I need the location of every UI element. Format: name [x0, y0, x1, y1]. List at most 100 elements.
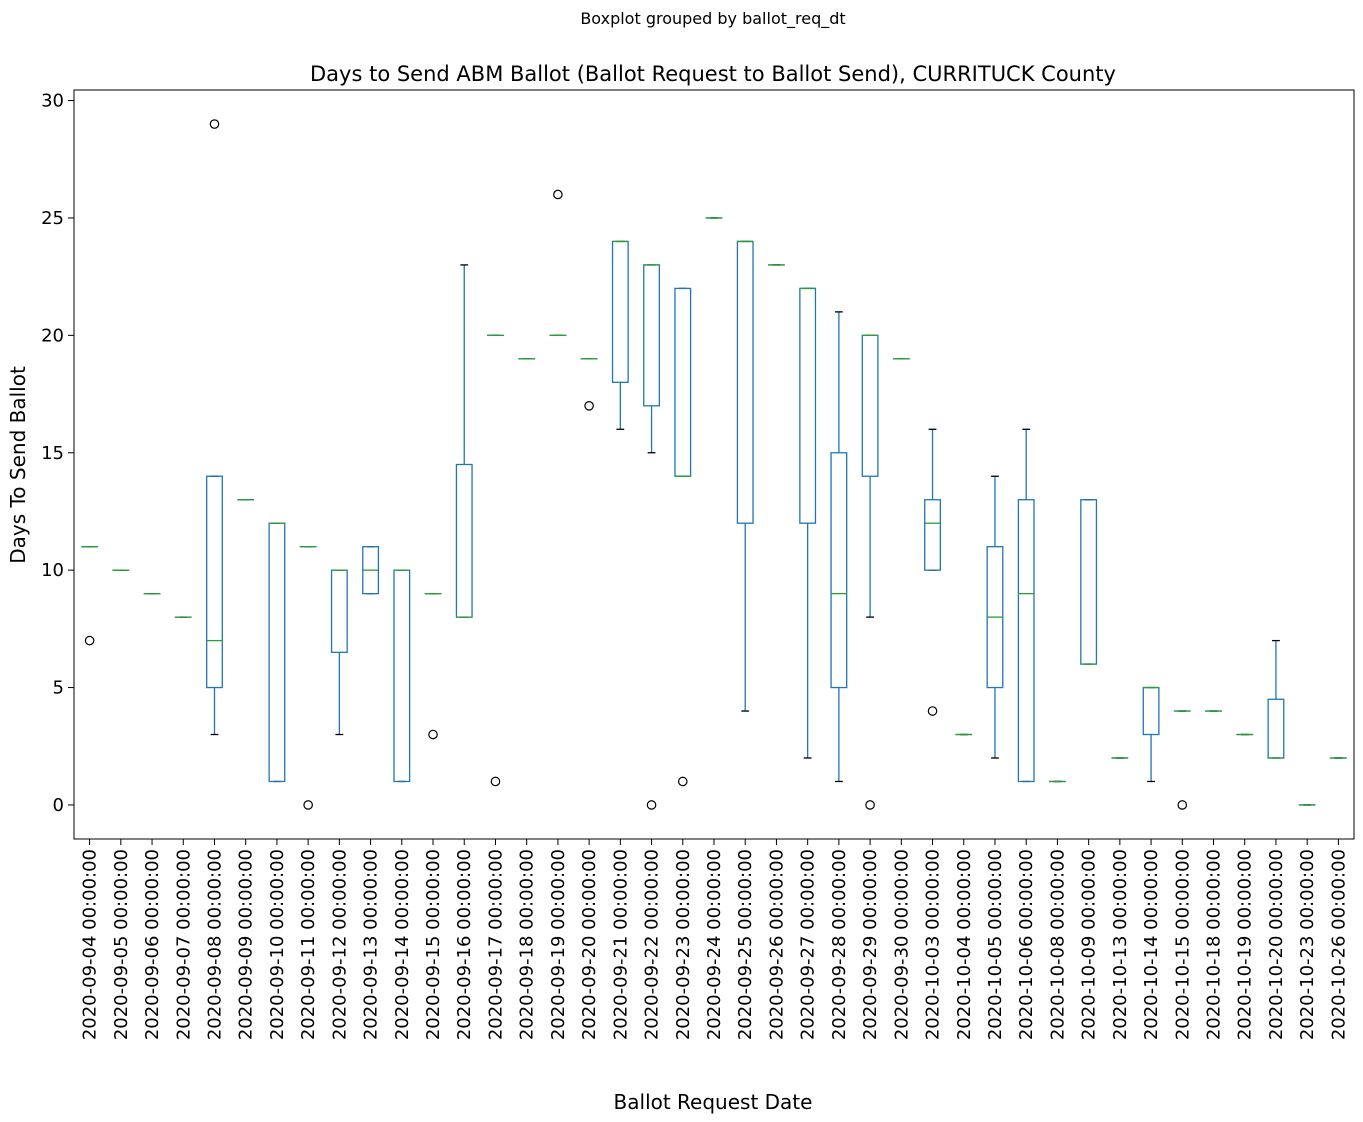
x-tick-label: 2020-10-19 00:00:00 — [1235, 849, 1256, 1040]
box — [268, 522, 286, 783]
y-tick-label: 30 — [41, 91, 64, 112]
box — [330, 569, 348, 653]
outlier-point — [927, 706, 938, 716]
x-tick-label: 2020-09-09 00:00:00 — [236, 849, 257, 1040]
x-tick-label: 2020-09-10 00:00:00 — [267, 849, 288, 1040]
outlier-point — [865, 800, 875, 810]
x-tick-label: 2020-09-30 00:00:00 — [891, 849, 912, 1040]
outlier-point — [490, 776, 501, 787]
x-tick-label: 2020-10-08 00:00:00 — [1047, 849, 1068, 1040]
outlier-point — [1177, 800, 1188, 810]
x-tick-label: 2020-09-04 00:00:00 — [80, 849, 101, 1040]
x-tick-label: 2020-10-23 00:00:00 — [1297, 849, 1318, 1040]
box — [799, 287, 817, 524]
x-tick-label: 2020-09-05 00:00:00 — [111, 849, 132, 1040]
box — [611, 240, 629, 383]
box-group-32 — [1080, 499, 1098, 665]
box-group-29 — [986, 475, 1004, 759]
chart-suptitle: Boxplot grouped by ballot_req_dt — [580, 9, 845, 29]
box — [1017, 499, 1035, 783]
box-group-12 — [455, 264, 473, 618]
x-tick-label: 2020-10-04 00:00:00 — [954, 849, 975, 1040]
x-tick-label: 2020-09-26 00:00:00 — [766, 849, 787, 1040]
x-tick-label: 2020-09-14 00:00:00 — [392, 849, 413, 1040]
box — [924, 499, 941, 571]
box-group-9 — [362, 546, 380, 595]
box-group-7 — [299, 546, 317, 810]
y-tick-label: 0 — [53, 795, 64, 816]
box-group-18 — [643, 264, 661, 810]
x-tick-label: 2020-10-06 00:00:00 — [1016, 849, 1037, 1040]
box-group-13 — [487, 334, 504, 787]
x-tick-label: 2020-09-29 00:00:00 — [860, 849, 881, 1040]
box — [206, 475, 223, 689]
box-group-4 — [206, 119, 223, 736]
x-tick-label: 2020-10-13 00:00:00 — [1110, 849, 1131, 1040]
box-group-11 — [424, 592, 442, 740]
outlier-point — [303, 800, 313, 810]
box — [861, 334, 879, 477]
x-tick-label: 2020-09-17 00:00:00 — [485, 849, 506, 1040]
x-tick-label: 2020-09-15 00:00:00 — [423, 849, 444, 1040]
x-tick-label: 2020-09-19 00:00:00 — [548, 849, 569, 1040]
x-tick-label: 2020-10-03 00:00:00 — [923, 849, 944, 1040]
box — [393, 569, 411, 783]
x-tick-label: 2020-10-20 00:00:00 — [1266, 849, 1287, 1040]
x-tick-label: 2020-10-18 00:00:00 — [1204, 849, 1225, 1040]
box-group-0 — [81, 546, 99, 646]
box-group-38 — [1267, 639, 1285, 759]
x-tick-label: 2020-09-25 00:00:00 — [735, 849, 756, 1040]
x-tick-label: 2020-09-13 00:00:00 — [361, 849, 382, 1040]
box — [674, 287, 692, 477]
box-group-15 — [549, 189, 567, 337]
x-tick-label: 2020-10-09 00:00:00 — [1079, 849, 1100, 1040]
y-tick-label: 15 — [41, 443, 64, 464]
box-group-16 — [580, 358, 598, 411]
y-tick-label: 5 — [53, 678, 64, 699]
y-tick-label: 20 — [41, 325, 64, 346]
outlier-point — [584, 401, 594, 411]
box-group-24 — [830, 311, 848, 783]
outlier-point — [646, 800, 657, 810]
y-axis: 0 5 10 15 20 25 30 — [41, 91, 74, 816]
outlier-point — [84, 635, 95, 646]
box — [1080, 499, 1098, 665]
box-group-30 — [1017, 428, 1035, 783]
x-tick-label: 2020-09-23 00:00:00 — [673, 849, 694, 1040]
box-group-25 — [861, 334, 879, 810]
x-tick-label: 2020-10-14 00:00:00 — [1141, 849, 1162, 1040]
x-tick-label: 2020-09-20 00:00:00 — [579, 849, 600, 1040]
y-tick-label: 10 — [41, 560, 64, 581]
box — [1267, 698, 1285, 759]
box — [455, 463, 473, 618]
x-tick-label: 2020-10-15 00:00:00 — [1172, 849, 1193, 1040]
box-group-10 — [393, 569, 411, 783]
outlier-point — [428, 729, 438, 740]
box-group-35 — [1173, 710, 1191, 810]
y-axis-label: Days To Send Ballot — [6, 366, 30, 564]
box-group-34 — [1142, 686, 1160, 783]
box-group-6 — [268, 522, 286, 783]
x-tick-label: 2020-10-05 00:00:00 — [985, 849, 1006, 1040]
x-tick-label: 2020-09-27 00:00:00 — [798, 849, 819, 1040]
x-tick-label: 2020-09-11 00:00:00 — [298, 849, 319, 1040]
box-group-17 — [611, 240, 629, 430]
plot-area — [81, 119, 1347, 810]
x-axis: 2020-09-04 00:00:00 2020-09-05 00:00:00 20… — [80, 839, 1349, 1040]
box-group-19 — [674, 287, 692, 787]
x-tick-label: 2020-09-08 00:00:00 — [204, 849, 225, 1040]
x-tick-label: 2020-09-21 00:00:00 — [610, 849, 631, 1040]
outlier-point — [209, 119, 220, 129]
x-tick-label: 2020-09-18 00:00:00 — [517, 849, 538, 1040]
x-tick-label: 2020-09-06 00:00:00 — [142, 849, 163, 1040]
box-group-27 — [924, 428, 941, 716]
box — [643, 264, 661, 407]
x-tick-label: 2020-09-28 00:00:00 — [829, 849, 850, 1040]
x-axis-label: Ballot Request Date — [614, 1090, 813, 1114]
x-tick-label: 2020-10-26 00:00:00 — [1328, 849, 1349, 1040]
x-tick-label: 2020-09-12 00:00:00 — [329, 849, 350, 1040]
box-group-23 — [799, 287, 817, 759]
outlier-point — [677, 776, 688, 787]
x-tick-label: 2020-09-22 00:00:00 — [642, 849, 663, 1040]
